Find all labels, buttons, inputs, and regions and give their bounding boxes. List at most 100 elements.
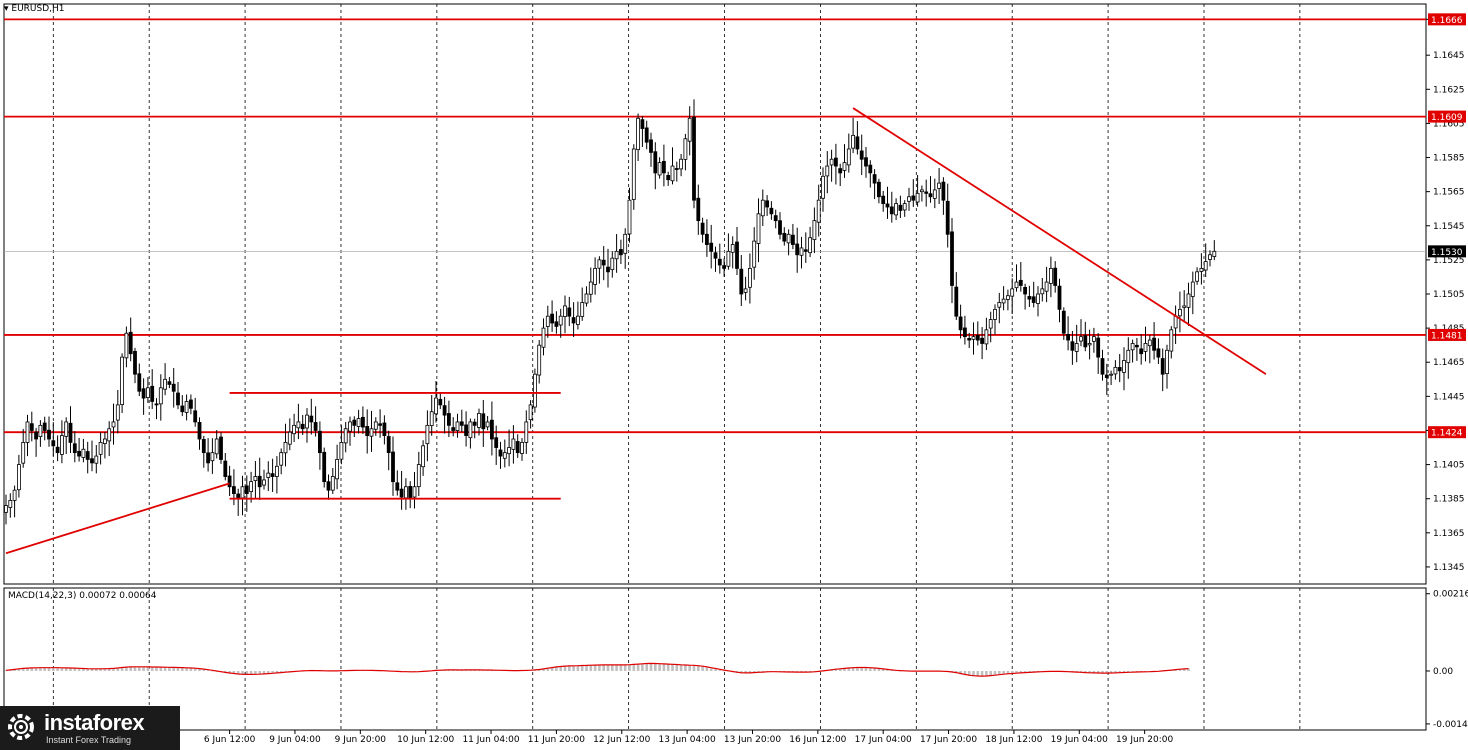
- macd-bar: [636, 663, 640, 671]
- macd-bar: [193, 668, 197, 671]
- macd-bar: [1182, 668, 1186, 671]
- macd-bar: [1127, 670, 1130, 673]
- candle-body: [950, 231, 954, 286]
- time-tick-label: 16 Jun 12:00: [789, 735, 846, 745]
- macd-bar: [198, 669, 201, 671]
- macd-bar: [860, 667, 863, 671]
- candle-body: [515, 441, 520, 454]
- macd-bar: [1019, 670, 1023, 673]
- candle-body: [309, 415, 314, 423]
- candle-body: [1117, 367, 1122, 372]
- candle-body: [412, 486, 417, 498]
- candle-body: [459, 421, 464, 426]
- candle-body: [1165, 349, 1169, 375]
- macd-bar: [959, 670, 962, 675]
- macd-bar: [615, 664, 618, 671]
- candle-body: [115, 404, 120, 421]
- candle-body: [1109, 373, 1113, 376]
- candle-body: [924, 191, 929, 194]
- candle-body: [219, 436, 223, 460]
- candle-body: [72, 443, 77, 454]
- macd-bar: [709, 668, 713, 671]
- candle-body: [352, 419, 357, 426]
- macd-bar: [662, 664, 666, 671]
- candle-body: [150, 385, 155, 402]
- macd-bar: [99, 668, 102, 671]
- candle-body: [498, 449, 503, 457]
- macd-bar: [138, 666, 141, 671]
- macd-bar: [851, 667, 855, 671]
- candle-body: [158, 387, 163, 405]
- macd-bar: [202, 669, 206, 671]
- candle-body: [313, 422, 318, 431]
- candle-body: [1156, 348, 1161, 358]
- candle-body: [193, 410, 198, 423]
- candle-body: [773, 215, 778, 222]
- macd-bar: [267, 670, 270, 674]
- candle-body: [1066, 334, 1070, 341]
- candle-body: [705, 233, 709, 245]
- candle-body: [1057, 285, 1062, 310]
- candle-body: [821, 175, 825, 199]
- candle-body: [649, 139, 653, 153]
- macd-bar: [77, 668, 81, 671]
- macd-bar: [64, 667, 68, 671]
- macd-bar: [580, 665, 584, 671]
- candle-body: [348, 421, 352, 432]
- candle-body: [1122, 360, 1126, 373]
- macd-bar: [555, 666, 558, 671]
- candle-body: [713, 252, 718, 259]
- candle-body: [266, 472, 271, 478]
- candle-body: [300, 423, 305, 430]
- candle-body: [8, 500, 13, 508]
- candle-body: [636, 117, 640, 151]
- macd-bar: [563, 665, 567, 671]
- macd-bar: [21, 667, 25, 671]
- symbol-title: ▾ EURUSD,H1: [4, 4, 65, 14]
- candle-body: [34, 431, 38, 440]
- candle-body: [1001, 298, 1006, 304]
- macd-bar: [623, 664, 627, 671]
- candle-body: [214, 438, 219, 455]
- candle-body: [1173, 315, 1178, 329]
- current-price-label: 1.1530: [1431, 248, 1463, 258]
- level-label-bg: [1428, 110, 1466, 123]
- macd-bar: [60, 667, 64, 671]
- price-tick-label: 1.1465: [1433, 358, 1465, 368]
- macd-bar: [761, 670, 765, 672]
- macd-bar: [722, 670, 726, 672]
- macd-bar: [864, 667, 868, 671]
- candle-body: [765, 200, 769, 208]
- candle-body: [1018, 279, 1023, 286]
- candle-body: [240, 486, 245, 499]
- candle-body: [249, 481, 254, 493]
- candle-body: [210, 452, 215, 462]
- candle-body: [223, 460, 228, 477]
- candle-body: [631, 148, 636, 200]
- macd-bar: [593, 664, 597, 671]
- candle-body: [1178, 308, 1182, 317]
- candle-body: [1096, 337, 1101, 358]
- candle-body: [657, 162, 662, 176]
- candle-body: [369, 428, 374, 437]
- candle-body: [571, 317, 576, 324]
- candle-body: [520, 442, 524, 454]
- candle-body: [1113, 366, 1118, 375]
- macd-bar: [881, 669, 885, 671]
- candle-body: [21, 442, 26, 464]
- macd-bar: [1131, 670, 1134, 672]
- macd-bar: [181, 667, 184, 671]
- candle-body: [653, 151, 658, 174]
- instaforex-logo: instaforex Instant Forex Trading: [0, 706, 180, 750]
- candle-body: [812, 220, 817, 241]
- macd-bar: [985, 670, 988, 676]
- macd-bar: [886, 669, 889, 671]
- macd-bar: [834, 668, 838, 671]
- candle-body: [1190, 281, 1195, 297]
- candle-body: [748, 268, 752, 288]
- macd-bar: [843, 667, 846, 671]
- candle-body: [730, 244, 735, 253]
- candle-body: [395, 482, 400, 491]
- candle-body: [68, 422, 73, 443]
